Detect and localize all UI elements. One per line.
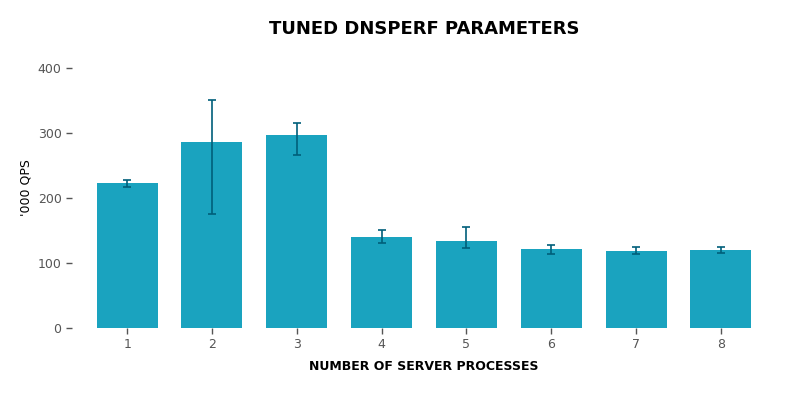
Bar	[690, 250, 751, 328]
Bar	[436, 241, 497, 328]
Bar	[521, 249, 582, 328]
X-axis label: NUMBER OF SERVER PROCESSES: NUMBER OF SERVER PROCESSES	[310, 360, 538, 373]
Bar	[266, 135, 327, 328]
Y-axis label: '000 QPS: '000 QPS	[19, 160, 32, 216]
Bar	[97, 184, 158, 328]
Bar	[351, 237, 412, 328]
Bar	[182, 142, 242, 328]
Title: TUNED DNSPERF PARAMETERS: TUNED DNSPERF PARAMETERS	[269, 20, 579, 38]
Bar	[606, 250, 666, 328]
